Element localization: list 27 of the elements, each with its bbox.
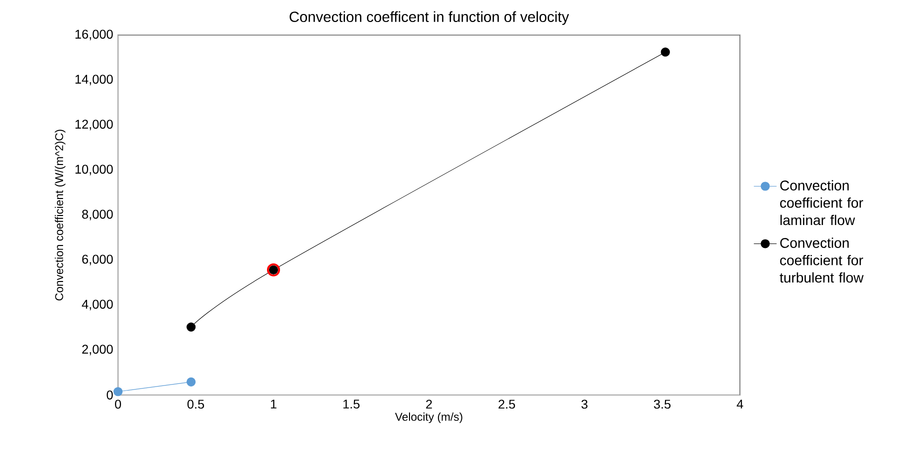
x-tick-label: 0.5 [187, 400, 204, 409]
chart-title: Convection coefficent in function of velocity [290, 11, 570, 25]
y-tick-label: 10,000 [76, 164, 113, 176]
y-tick-label: 6,000 [82, 254, 113, 266]
y-tick-label: 16,000 [76, 30, 113, 40]
x-tick-label: 2.5 [498, 400, 516, 409]
x-tick-label: 3.5 [654, 400, 671, 409]
x-tick-label: 1.5 [343, 400, 360, 409]
y-tick-label: 0 [106, 390, 113, 400]
point [186, 377, 196, 386]
y-tick-label: 12,000 [76, 120, 113, 130]
legend-label: Convection coefficient for laminar flow [780, 180, 864, 226]
y-axis-title: Convection coefficient (W/(m^2)C) [54, 130, 66, 300]
point [113, 387, 123, 396]
y-tick-label: 14,000 [76, 74, 113, 86]
x-tick-label: 2 [426, 400, 432, 409]
point [660, 48, 670, 57]
y-tick-label: 2,000 [82, 344, 113, 356]
x-tick-label: 4 [736, 400, 744, 408]
legend-label: Convection coefficient for turbulent flow [780, 238, 864, 283]
x-axis-title: Velocity (m/s) [395, 412, 462, 424]
x-tick-label: 1 [270, 400, 276, 408]
x-tick-label: 0 [114, 400, 122, 409]
point [186, 322, 196, 332]
y-tick-label: 4,000 [82, 300, 113, 310]
x-tick-label: 3 [581, 400, 588, 409]
y-tick-label: 8,000 [82, 210, 113, 220]
